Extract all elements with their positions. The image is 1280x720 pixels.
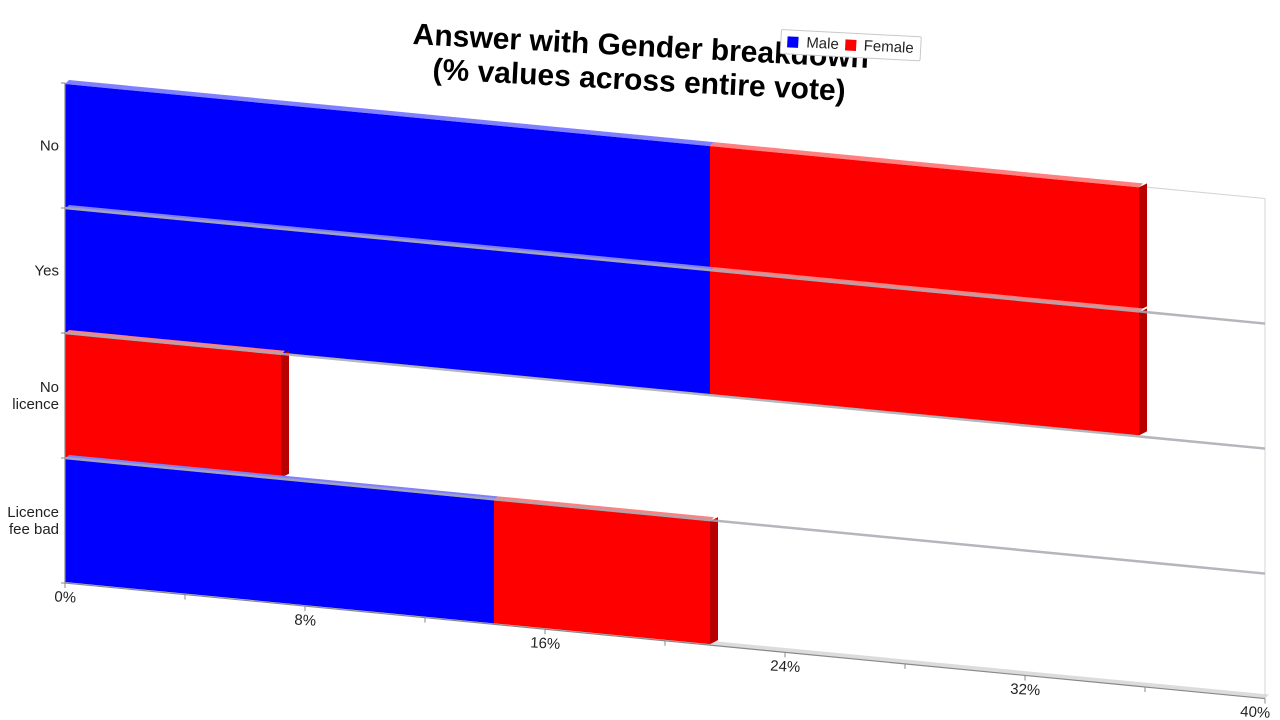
- x-tick-label: 0%: [54, 588, 77, 606]
- x-tick-label: 40%: [1240, 703, 1271, 720]
- bar-end-yes-female: [1139, 308, 1147, 436]
- legend-swatch-female: [844, 39, 857, 51]
- bar-end-licence-fee-bad-female: [710, 517, 718, 645]
- x-tick-label: 8%: [294, 612, 317, 630]
- category-separator: [64, 206, 1266, 325]
- bar-end-no-female: [1139, 183, 1147, 311]
- legend-label-female: Female: [863, 37, 915, 57]
- category-separator: [64, 331, 1266, 450]
- bar-licence-fee-bad-female: [494, 500, 710, 645]
- bar-end-no-licence-female: [281, 350, 289, 478]
- category-label: licence: [12, 396, 59, 413]
- bar-yes-male: [65, 209, 710, 395]
- bar-licence-fee-bad-male: [65, 459, 494, 624]
- category-label: No: [40, 379, 59, 396]
- legend-swatch-male: [787, 36, 799, 48]
- category-label: No: [40, 138, 59, 155]
- category-label: Yes: [35, 263, 59, 280]
- category-separator: [64, 456, 1266, 575]
- bar-top-no-male: [65, 80, 714, 147]
- bar-yes-female: [710, 271, 1139, 436]
- category-label: Licence: [7, 504, 59, 521]
- bar-no-female: [710, 146, 1139, 311]
- legend-item-female: Female: [844, 36, 914, 57]
- x-tick-label: 32%: [1010, 681, 1041, 700]
- bar-top-no-female: [710, 142, 1143, 188]
- legend-label-male: Male: [805, 34, 840, 54]
- bar-no-male: [65, 84, 710, 270]
- x-tick-label: 16%: [530, 634, 561, 653]
- bar-no-licence-female: [65, 334, 281, 478]
- legend-item-male: Male: [787, 33, 839, 53]
- category-label: fee bad: [9, 521, 59, 538]
- x-tick-label: 24%: [770, 658, 801, 677]
